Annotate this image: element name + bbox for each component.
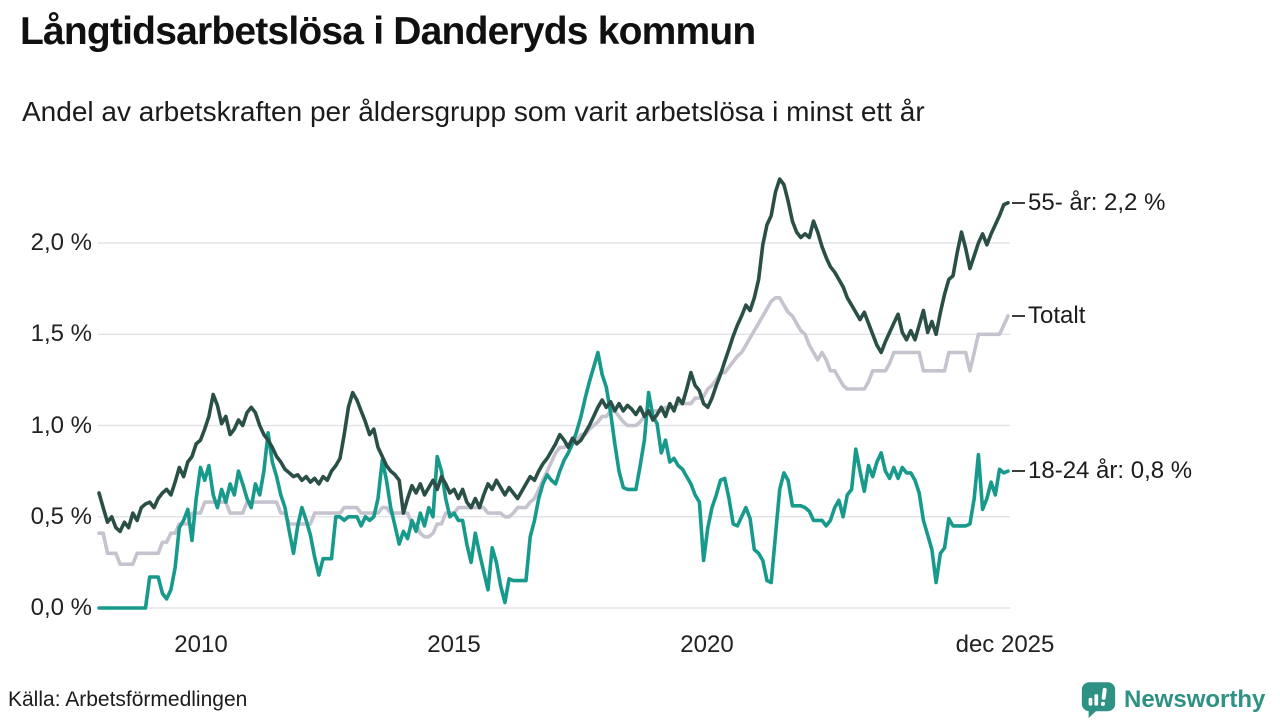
- newsworthy-logo: Newsworthy: [1080, 681, 1265, 718]
- series-label-text: 55- år: 2,2 %: [1028, 189, 1166, 216]
- series-label-totalt: Totalt: [1012, 300, 1085, 332]
- newsworthy-wordmark: Newsworthy: [1124, 685, 1266, 713]
- source-note: Källa: Arbetsförmedlingen: [8, 688, 248, 711]
- y-axis-tick-label: 0,0 %: [30, 594, 92, 621]
- label-connector-line: [1012, 201, 1025, 205]
- x-axis-tick-label: dec 2025: [955, 631, 1055, 658]
- x-axis-tick-label: 2020: [680, 631, 734, 658]
- y-axis-tick-label: 1,0 %: [30, 412, 92, 439]
- label-connector-line: [1012, 314, 1025, 318]
- y-axis-tick-label: 0,5 %: [30, 503, 92, 530]
- series-label-18-24: 18-24 år: 0,8 %: [1012, 455, 1192, 487]
- series-label-text: 18-24 år: 0,8 %: [1028, 457, 1193, 484]
- chart-subtitle: Andel av arbetskraften per åldersgrupp s…: [22, 96, 925, 127]
- y-axis-tick-label: 1,5 %: [30, 320, 92, 347]
- y-axis-tick-label: 2,0 %: [30, 229, 92, 256]
- x-axis-tick-label: 2010: [174, 631, 228, 658]
- newsworthy-speech-bubble-bar-chart-icon: [1081, 682, 1116, 718]
- x-axis-tick-label: 2015: [427, 631, 481, 658]
- chart-title: Långtidsarbetslösa i Danderyds kommun: [20, 10, 756, 53]
- series-label-55-plus: 55- år: 2,2 %: [1012, 187, 1165, 219]
- series-label-text: Totalt: [1028, 302, 1086, 329]
- label-connector-line: [1012, 469, 1025, 473]
